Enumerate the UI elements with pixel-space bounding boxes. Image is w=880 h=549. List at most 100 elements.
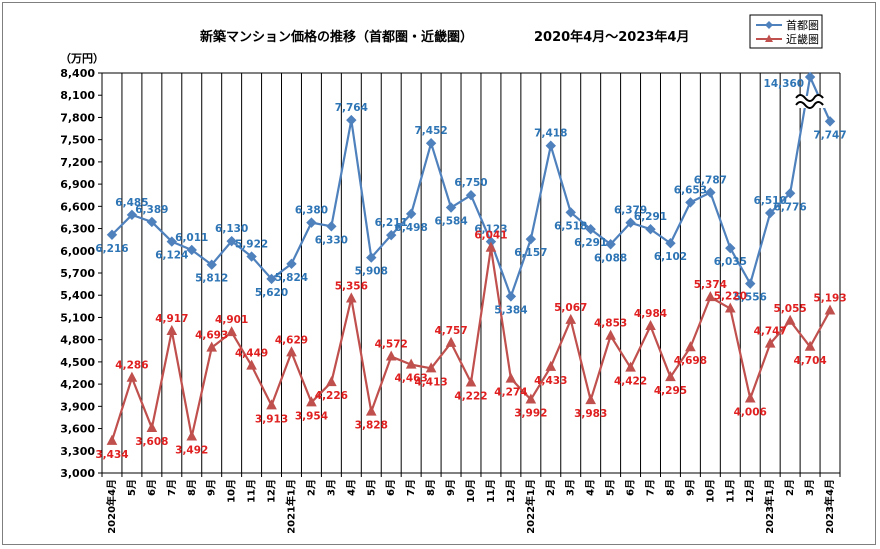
x-tick-label: 6月	[385, 479, 397, 496]
data-label-kinki: 4,917	[155, 313, 188, 325]
data-label-shutoken: 5,824	[275, 272, 308, 284]
data-point-kinki	[445, 336, 457, 347]
data-label-shutoken: 6,518	[554, 220, 587, 232]
data-label-kinki: 4,704	[793, 355, 826, 367]
data-point-kinki	[405, 358, 417, 369]
data-point-kinki	[286, 346, 297, 357]
x-tick-label: 8月	[186, 479, 198, 496]
axis-break-gap	[795, 96, 826, 108]
data-point-kinki	[804, 340, 816, 351]
legend-label: 首都圏	[786, 18, 819, 32]
x-tick-label: 11月	[485, 479, 497, 503]
data-point-kinki	[744, 392, 756, 403]
data-label-shutoken: 5,620	[255, 287, 288, 299]
data-point-kinki	[106, 434, 118, 445]
data-point-kinki	[126, 371, 138, 382]
data-point-shutoken	[565, 207, 576, 218]
data-point-shutoken	[525, 233, 537, 245]
y-tick-label: 6,000	[60, 245, 95, 258]
data-point-kinki	[705, 291, 716, 302]
x-tick-label: 2023年4月	[823, 479, 836, 534]
legend-label: 近畿圏	[786, 32, 819, 46]
y-tick-label: 7,800	[60, 111, 95, 124]
legend-marker	[765, 21, 773, 29]
data-label-kinki: 4,295	[654, 385, 687, 397]
x-tick-label: 7月	[166, 479, 178, 496]
data-label-shutoken: 7,764	[335, 102, 368, 114]
data-point-kinki	[365, 405, 377, 416]
data-label-shutoken: 5,556	[734, 292, 767, 304]
y-tick-label: 3,300	[60, 445, 95, 458]
data-point-shutoken	[585, 224, 596, 235]
data-point-kinki	[625, 361, 636, 372]
data-point-shutoken	[665, 238, 676, 249]
y-tick-label: 4,200	[60, 378, 95, 391]
data-point-shutoken	[106, 229, 118, 240]
data-label-shutoken: 14,360	[764, 78, 805, 90]
data-point-kinki	[545, 360, 557, 371]
data-point-kinki	[206, 341, 218, 352]
data-point-kinki	[605, 329, 616, 340]
data-point-shutoken	[346, 114, 357, 126]
y-tick-label: 4,500	[60, 356, 95, 369]
data-label-shutoken: 5,922	[235, 239, 268, 251]
data-point-shutoken	[784, 188, 796, 199]
plot-area	[106, 71, 836, 445]
axis-break-wave	[795, 101, 824, 109]
data-label-shutoken: 6,130	[215, 223, 248, 235]
data-point-shutoken	[286, 258, 297, 270]
axis-break-wave	[795, 94, 824, 102]
data-point-kinki	[685, 341, 696, 352]
y-tick-label: 8,400	[60, 67, 95, 80]
x-tick-label: 5月	[365, 479, 377, 496]
data-point-shutoken	[745, 278, 756, 289]
x-tick-label: 4月	[585, 479, 597, 496]
data-point-shutoken	[166, 236, 178, 247]
x-tick-label: 10月	[704, 479, 716, 503]
data-label-shutoken: 6,291	[574, 237, 607, 249]
data-point-shutoken	[306, 217, 317, 228]
data-label-kinki: 5,374	[694, 279, 727, 291]
data-label-kinki: 5,055	[774, 303, 807, 315]
data-label-shutoken: 6,750	[454, 177, 487, 189]
x-tick-label: 9月	[445, 479, 457, 496]
data-point-shutoken	[545, 140, 556, 151]
y-tick-labels: 3,000 3,300 3,600 3,900 4,200 4,500 4,800 5,100…	[60, 67, 102, 480]
y-tick-label: 6,900	[60, 178, 95, 191]
data-point-shutoken	[226, 235, 237, 247]
data-label-kinki: 4,901	[215, 314, 248, 326]
data-point-kinki	[266, 399, 277, 410]
data-point-shutoken	[445, 202, 457, 213]
x-tick-label: 2020年4月	[105, 479, 118, 534]
data-point-kinki	[505, 372, 517, 383]
data-label-shutoken: 6,510	[754, 195, 787, 207]
data-point-kinki	[326, 376, 337, 387]
y-tick-label: 8,100	[60, 89, 95, 102]
data-point-shutoken	[386, 229, 397, 241]
x-tick-label: 2月	[305, 479, 317, 496]
data-point-kinki	[385, 350, 397, 361]
data-point-shutoken	[705, 187, 716, 198]
x-tick-label: 5月	[126, 479, 138, 496]
x-tick-label: 2021年1月	[284, 479, 297, 534]
x-tick-label: 9月	[684, 479, 696, 496]
data-point-kinki	[724, 302, 736, 313]
data-point-shutoken	[425, 138, 437, 149]
data-point-kinki	[565, 313, 577, 324]
data-point-kinki	[784, 314, 796, 325]
data-label-kinki: 3,434	[95, 449, 128, 461]
data-label-shutoken: 5,812	[195, 273, 228, 285]
x-tick-label: 2月	[545, 479, 557, 496]
data-point-kinki	[465, 376, 477, 387]
data-point-shutoken	[625, 217, 636, 228]
data-label-kinki: 4,222	[454, 390, 487, 402]
data-point-shutoken	[505, 291, 517, 302]
data-label-shutoken: 6,102	[654, 251, 687, 263]
x-tick-label: 5月	[605, 479, 617, 496]
y-tick-label: 5,100	[60, 311, 95, 324]
data-point-kinki	[226, 326, 237, 337]
data-label-kinki: 5,067	[554, 302, 587, 314]
data-point-shutoken	[266, 273, 277, 285]
x-tick-label: 3月	[565, 479, 577, 496]
